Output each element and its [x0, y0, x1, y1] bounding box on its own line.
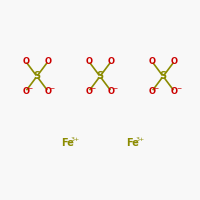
Text: −: −	[176, 85, 181, 90]
Text: O: O	[85, 87, 92, 96]
Text: O: O	[108, 57, 115, 66]
Text: O: O	[85, 57, 92, 66]
Text: O: O	[171, 57, 178, 66]
Text: O: O	[171, 87, 178, 96]
Text: O: O	[149, 57, 156, 66]
Text: O: O	[22, 87, 29, 96]
Text: 3+: 3+	[70, 137, 80, 142]
Text: S: S	[96, 71, 104, 81]
Text: −: −	[50, 85, 55, 90]
Text: O: O	[108, 87, 115, 96]
Text: O: O	[44, 57, 51, 66]
Text: 3+: 3+	[135, 137, 145, 142]
Text: −: −	[28, 85, 33, 90]
Text: Fe: Fe	[126, 138, 139, 148]
Text: S: S	[160, 71, 167, 81]
Text: −: −	[113, 85, 118, 90]
Text: −: −	[91, 85, 96, 90]
Text: Fe: Fe	[61, 138, 74, 148]
Text: O: O	[22, 57, 29, 66]
Text: O: O	[44, 87, 51, 96]
Text: O: O	[149, 87, 156, 96]
Text: S: S	[33, 71, 40, 81]
Text: −: −	[154, 85, 159, 90]
